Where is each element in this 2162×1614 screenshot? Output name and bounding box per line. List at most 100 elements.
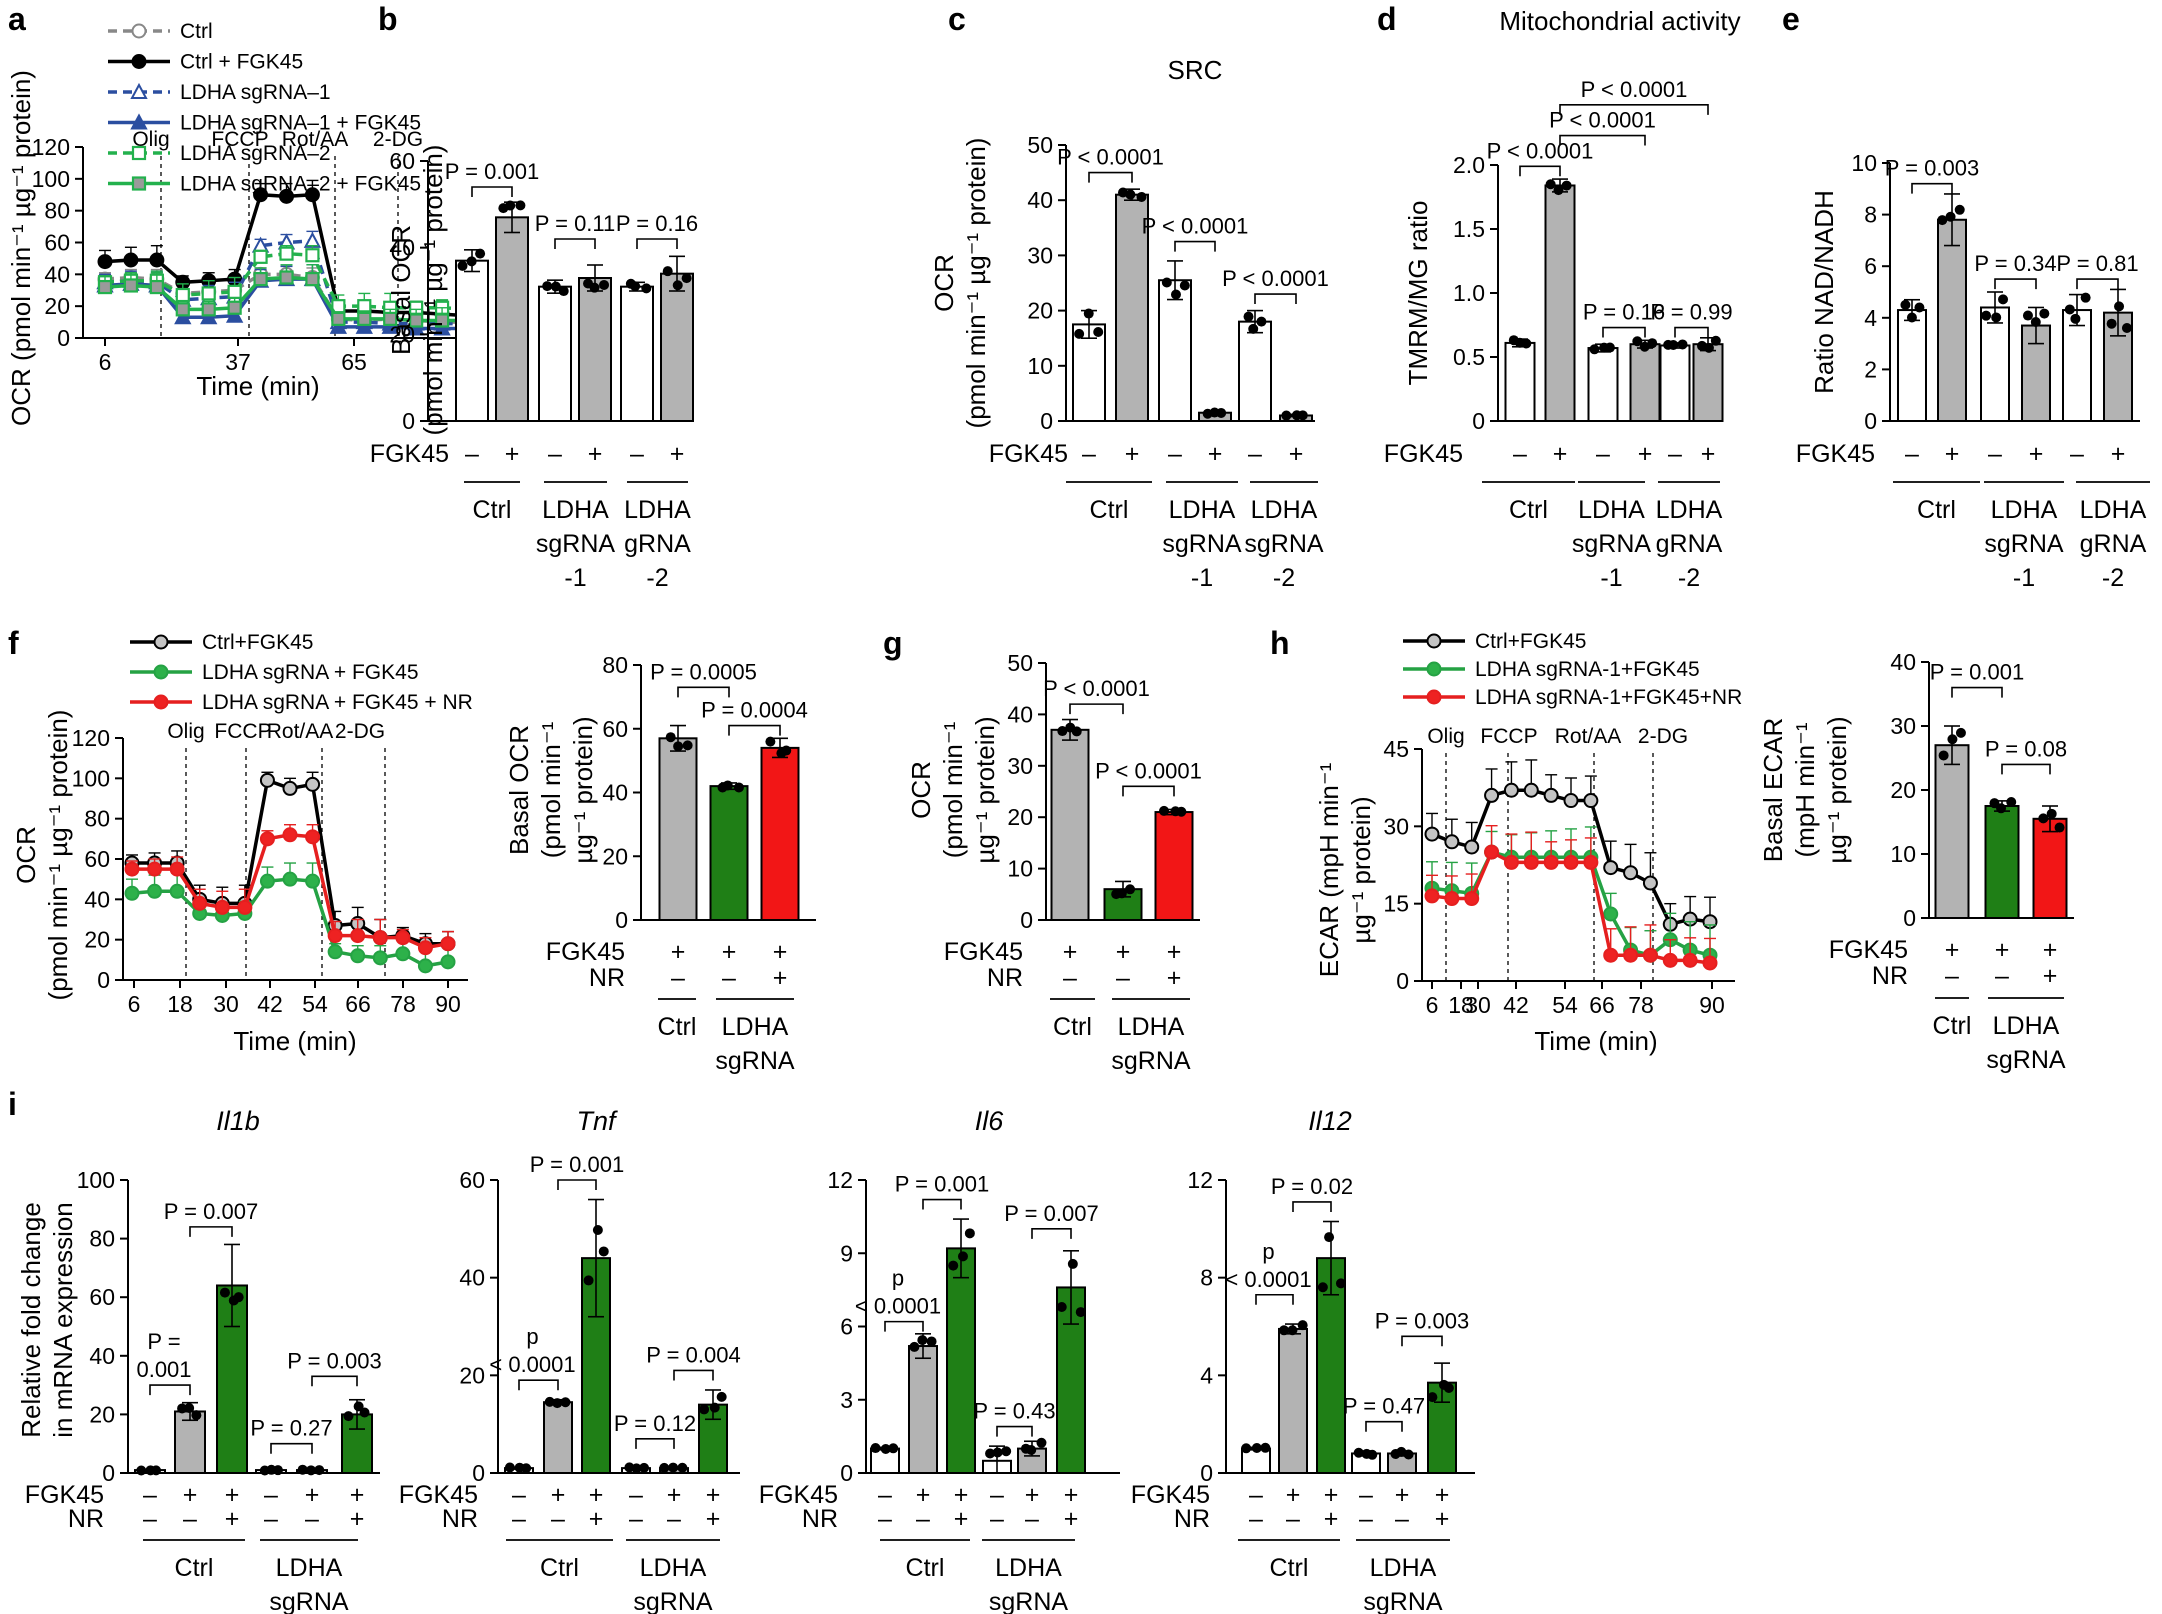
sign-cell: – xyxy=(1359,1505,1373,1533)
data-point xyxy=(1057,726,1068,737)
sign-cell: – xyxy=(722,964,736,992)
y-tick-label: 40 xyxy=(602,780,628,806)
group-label: LDHA xyxy=(722,1013,789,1041)
group-label: gRNA xyxy=(1656,530,1723,558)
data-point xyxy=(1001,1446,1012,1457)
y-tick-label: 0 xyxy=(1396,968,1409,994)
data-point xyxy=(2064,304,2075,315)
sign-cell: – xyxy=(1668,440,1682,468)
sign-cell: + xyxy=(1208,440,1223,468)
y-tick-label: 60 xyxy=(602,716,628,742)
p-value-label: p xyxy=(892,1266,904,1291)
data-point xyxy=(1317,1282,1328,1293)
data-point xyxy=(1125,189,1136,200)
data-point xyxy=(1287,1325,1298,1336)
y-tick-label: 3 xyxy=(840,1387,853,1413)
data-point xyxy=(550,281,561,292)
data-point xyxy=(395,946,411,962)
data-point xyxy=(1703,342,1714,353)
y-axis-label-line: (pmol min⁻¹ µg⁻¹ protein) xyxy=(43,710,73,1001)
data-point xyxy=(630,281,641,292)
bar xyxy=(1692,343,1724,423)
comparison-bracket xyxy=(189,1226,233,1237)
panel-letter: f xyxy=(8,625,19,661)
p-value-label: P = 0.12 xyxy=(614,1411,696,1436)
data-point xyxy=(253,249,268,264)
data-point xyxy=(1056,1301,1067,1312)
data-point xyxy=(1914,302,1925,313)
y-tick-label: 1.0 xyxy=(1453,280,1485,306)
data-point xyxy=(123,252,139,268)
comparison-bracket xyxy=(149,1384,191,1396)
data-point xyxy=(331,311,346,326)
p-value-label: P = 0.0004 xyxy=(701,698,808,723)
y-axis-label-line: µg⁻¹ protein) xyxy=(1346,796,1376,943)
data-point xyxy=(1503,782,1519,798)
x-tick-label: 90 xyxy=(1699,992,1725,1018)
group-label: -2 xyxy=(2102,564,2124,592)
comparison-bracket xyxy=(1292,1201,1332,1212)
data-point xyxy=(1583,793,1599,809)
data-point xyxy=(282,871,298,887)
data-point xyxy=(184,1402,195,1413)
bar xyxy=(1158,279,1192,422)
x-tick-label: 78 xyxy=(390,991,416,1017)
data-point xyxy=(699,1404,710,1415)
p-value-label: P = 0.003 xyxy=(287,1348,381,1373)
legend-marker xyxy=(153,634,169,650)
data-point xyxy=(722,780,733,791)
y-axis-label-line: OCR xyxy=(929,254,959,312)
row-label: NR xyxy=(1174,1505,1210,1533)
sign-cell: – xyxy=(1513,440,1527,468)
panel-letter: b xyxy=(378,1,398,37)
bar xyxy=(658,737,698,921)
sign-cell: + xyxy=(954,1505,969,1533)
group-label: sgRNA xyxy=(1572,530,1652,558)
data-point xyxy=(1424,888,1440,904)
y-tick-label: 0 xyxy=(1020,907,1033,933)
comparison-bracket xyxy=(1674,326,1709,338)
y-axis-label: OCR(pmol min⁻¹ µg⁻¹ protein) xyxy=(11,710,73,1001)
y-axis-label-line: Basal OCR xyxy=(504,725,534,855)
legend-marker xyxy=(130,82,148,99)
y-tick-label: 15 xyxy=(1383,891,1409,917)
comparison-bracket xyxy=(270,1442,313,1454)
data-point xyxy=(1642,947,1658,963)
comparison-bracket xyxy=(1122,785,1175,797)
y-tick-label: 60 xyxy=(44,230,70,256)
chart-c: 0 10 20 30 40 50 OCR(pmol min⁻¹ µg⁻¹ protein) F… xyxy=(929,1,1329,592)
row-label: FGK45 xyxy=(1796,440,1875,468)
group-label: sgRNA xyxy=(1984,530,2064,558)
data-point xyxy=(1297,1320,1308,1331)
data-point xyxy=(1955,727,1966,738)
data-point xyxy=(521,1463,532,1474)
row-label: NR xyxy=(802,1505,838,1533)
data-point xyxy=(1996,803,2007,814)
legend-marker xyxy=(1426,689,1442,705)
y-tick-label: 2.0 xyxy=(1453,152,1485,178)
data-point xyxy=(1543,854,1559,870)
data-point xyxy=(1981,310,1992,321)
chart-i1: 0 20 40 60 80 100 Relative fold changein mRNA … xyxy=(8,1086,382,1614)
chart-title: Mitochondrial activity xyxy=(1499,6,1740,36)
bar xyxy=(620,285,654,422)
data-point xyxy=(1563,793,1579,809)
y-tick-label: 60 xyxy=(84,846,110,872)
data-point xyxy=(1444,834,1460,850)
group-label: Ctrl xyxy=(540,1554,579,1582)
data-point xyxy=(668,1462,679,1473)
y-tick-label: 0 xyxy=(1200,1460,1213,1486)
sign-cell: + xyxy=(588,440,603,468)
data-point xyxy=(888,1443,899,1454)
sign-cell: + xyxy=(1435,1505,1450,1533)
data-point xyxy=(1444,891,1460,907)
data-point xyxy=(957,1251,968,1262)
p-value-label: P = 0.02 xyxy=(1271,1174,1353,1199)
data-point xyxy=(466,256,477,267)
data-point xyxy=(97,279,113,295)
x-tick-label: 66 xyxy=(345,991,371,1017)
sign-cell: – xyxy=(1063,964,1077,992)
bar xyxy=(1316,1257,1346,1474)
data-point xyxy=(233,1292,244,1303)
